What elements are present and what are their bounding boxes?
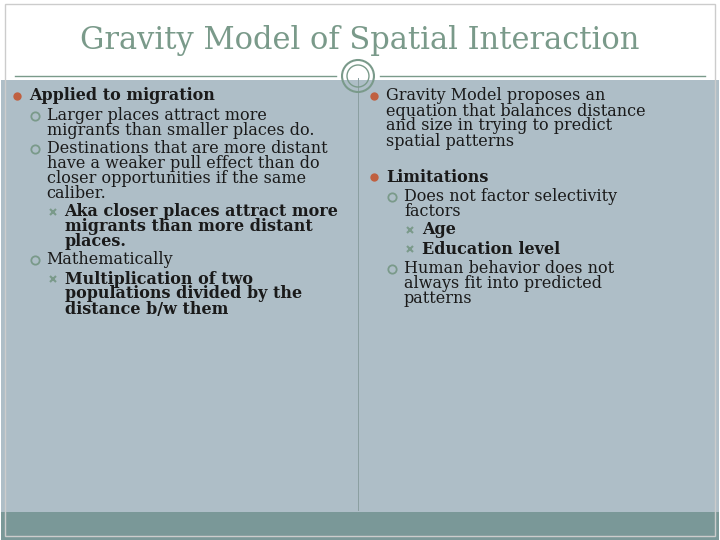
Text: Limitations: Limitations — [386, 168, 488, 186]
Text: migrants than smaller places do.: migrants than smaller places do. — [47, 122, 314, 139]
Text: migrants than more distant: migrants than more distant — [65, 218, 312, 235]
Text: Aka closer places attract more: Aka closer places attract more — [65, 203, 338, 220]
Text: closer opportunities if the same: closer opportunities if the same — [47, 170, 306, 187]
Text: Gravity Model of Spatial Interaction: Gravity Model of Spatial Interaction — [80, 24, 640, 56]
Text: and size in trying to predict: and size in trying to predict — [386, 118, 612, 134]
Bar — [1, 512, 719, 540]
Text: Age: Age — [422, 221, 456, 238]
Text: Human behavior does not: Human behavior does not — [404, 260, 614, 277]
Text: distance b/w them: distance b/w them — [65, 300, 228, 318]
Text: Destinations that are more distant: Destinations that are more distant — [47, 140, 328, 157]
Text: have a weaker pull effect than do: have a weaker pull effect than do — [47, 155, 319, 172]
Text: factors: factors — [404, 203, 461, 220]
Text: Education level: Education level — [422, 240, 560, 258]
Text: Applied to migration: Applied to migration — [29, 87, 215, 105]
Text: equation that balances distance: equation that balances distance — [386, 103, 646, 119]
Text: Does not factor selectivity: Does not factor selectivity — [404, 188, 617, 205]
Text: caliber.: caliber. — [47, 185, 107, 202]
Text: Multiplication of two: Multiplication of two — [65, 271, 253, 287]
Text: Mathematically: Mathematically — [47, 251, 174, 268]
Bar — [1, 0, 719, 80]
Text: spatial patterns: spatial patterns — [386, 132, 514, 150]
Text: places.: places. — [65, 233, 127, 250]
Text: Larger places attract more: Larger places attract more — [47, 107, 266, 124]
Text: Gravity Model proposes an: Gravity Model proposes an — [386, 87, 606, 105]
Text: patterns: patterns — [404, 290, 472, 307]
Text: always fit into predicted: always fit into predicted — [404, 275, 602, 292]
Text: populations divided by the: populations divided by the — [65, 286, 302, 302]
Bar — [1, 80, 719, 512]
